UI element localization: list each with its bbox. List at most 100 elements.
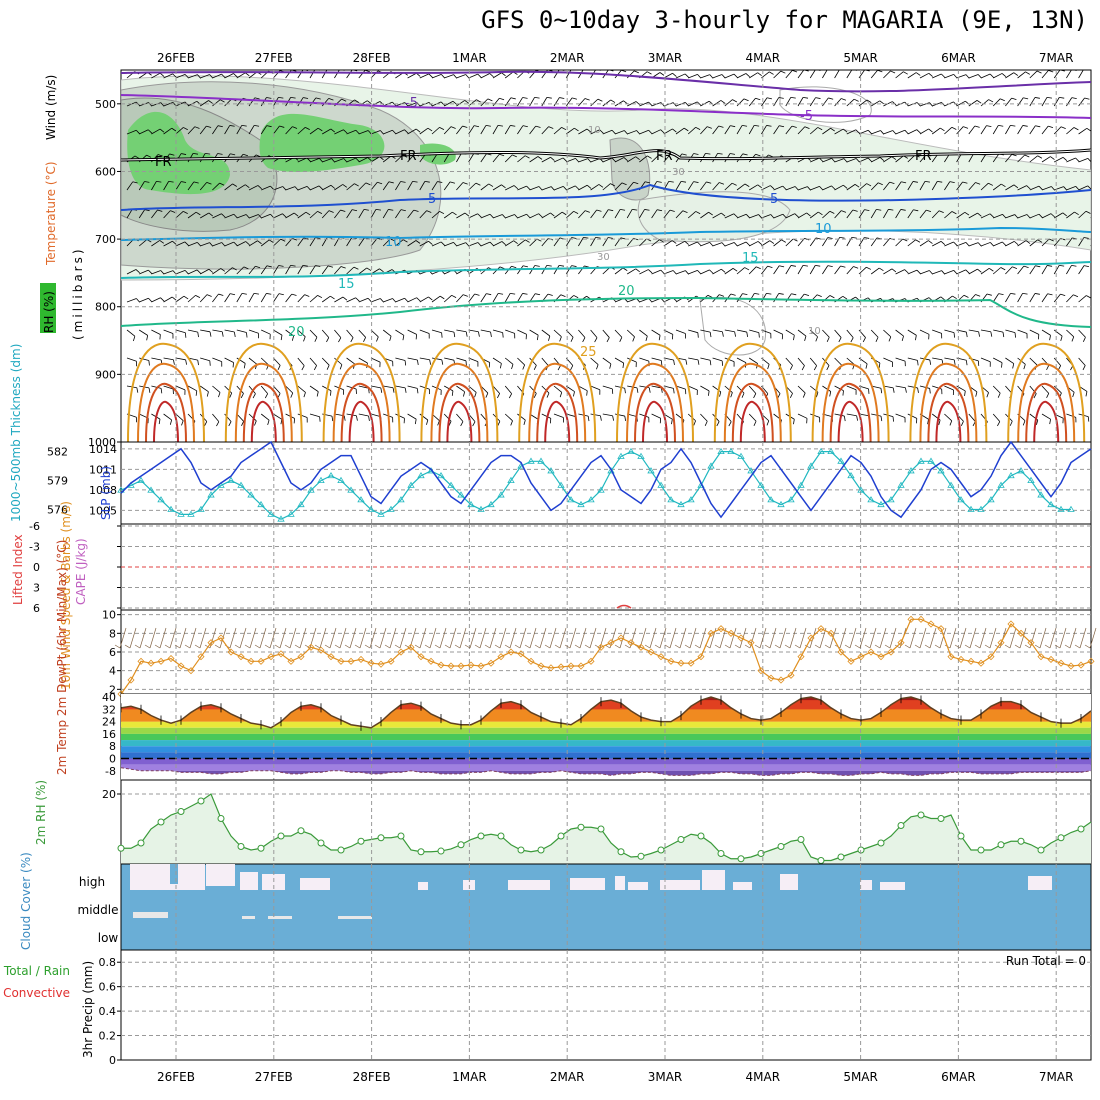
wind-barb <box>834 265 841 275</box>
wind-barb-flag <box>330 390 332 396</box>
wind-barb <box>1041 125 1049 135</box>
wind-barb <box>810 157 820 163</box>
wind-barb <box>1041 265 1048 275</box>
wind-barb-flag <box>867 157 872 162</box>
wind-barb <box>870 209 877 219</box>
wind-barb-flag <box>135 269 140 274</box>
thickness-tick-label: 582 <box>47 446 68 459</box>
wind-barb <box>748 125 755 135</box>
wind-barb <box>834 210 842 219</box>
wind-barb <box>1090 301 1091 303</box>
wind10m-barb-flag <box>594 644 601 649</box>
wind-barb-flag <box>938 210 944 214</box>
wind-barb-flag <box>716 421 720 427</box>
wind-barb-flag <box>254 125 260 127</box>
wind-barb-flag <box>804 293 810 296</box>
wind-barb <box>248 214 259 219</box>
wind-barb-flag <box>501 241 506 246</box>
wind-barb <box>321 265 329 275</box>
wind-barb-flag <box>1073 127 1079 131</box>
wind-barb-flag <box>721 74 726 79</box>
wind-barb-flag <box>803 70 809 72</box>
wind-barb-flag <box>571 237 577 239</box>
wind-barb-flag <box>864 237 870 239</box>
wind10m-barb <box>549 627 557 649</box>
thickness-point <box>997 481 1005 488</box>
wind10m-barb <box>1059 627 1067 649</box>
slp-tick-label: 1014 <box>89 443 117 456</box>
cloud-ylabel: Cloud Cover (%) <box>19 852 33 950</box>
wind-barb-flag <box>905 387 907 393</box>
wind-barb-flag <box>1062 157 1068 161</box>
wind10m-barb-flag <box>1014 644 1021 649</box>
wind-barb-flag <box>766 292 772 295</box>
wind-barb-flag <box>838 337 842 343</box>
wind-barb-flag <box>485 392 489 398</box>
wind-barb <box>870 70 878 79</box>
wind-barb <box>688 74 698 79</box>
wind-barb-flag <box>464 100 470 104</box>
wind-barb <box>212 385 221 393</box>
rh-point <box>597 825 605 833</box>
wind-barb <box>748 293 755 303</box>
wind-barb <box>846 158 857 163</box>
wind-barb-flag <box>685 359 688 365</box>
wind-barb-flag <box>453 242 458 247</box>
wind-barb-flag <box>879 100 884 105</box>
wind-barb <box>187 181 195 191</box>
wind-barb <box>773 265 780 275</box>
wind-barb <box>1029 70 1038 79</box>
wind-barb <box>712 182 720 191</box>
wind-barb-flag <box>508 393 512 399</box>
wind10m-barb-flag <box>614 644 621 649</box>
wind-barb-flag <box>352 209 358 212</box>
wind-barb-flag <box>586 128 592 133</box>
wind-barb-flag <box>1084 97 1090 100</box>
date-tick-label: 27FEB <box>255 1070 293 1084</box>
wind10m-barb <box>219 627 227 649</box>
wind-barb <box>895 181 902 191</box>
wind-barb-flag <box>658 154 664 158</box>
thickness-point <box>787 496 795 503</box>
wind-barb <box>724 268 734 275</box>
temp-band <box>121 721 1091 728</box>
wind-barb-flag <box>453 332 456 338</box>
wind-barb <box>602 413 613 417</box>
isotherm-minus5b <box>121 94 1091 119</box>
wind-barb <box>407 329 417 335</box>
wind-barb-flag <box>952 295 957 300</box>
wind-barb <box>529 156 539 163</box>
wind-barb <box>931 210 940 219</box>
wind-barb <box>248 329 259 334</box>
wind-barb <box>431 74 442 79</box>
wind10m-barb-flag <box>284 644 291 649</box>
wind-barb <box>578 184 588 191</box>
wind-barb-flag <box>1025 240 1031 244</box>
wind-barb <box>797 238 805 247</box>
wind-barb-flag <box>695 126 701 130</box>
wind-barb-flag <box>646 71 652 75</box>
wind10m-barb <box>669 627 677 649</box>
warm-contour <box>731 382 774 442</box>
cloud-high-gap <box>733 882 752 890</box>
wind-barb-flag <box>294 212 299 217</box>
wind-barb-flag <box>305 126 310 130</box>
thickness-point <box>937 467 945 474</box>
rh-point <box>937 815 945 822</box>
wind-barb <box>907 239 916 247</box>
wind-barb <box>602 157 613 163</box>
wind-barb-flag <box>741 392 745 398</box>
wind-speed-point <box>227 648 235 656</box>
wind10m-barb-flag <box>774 644 781 649</box>
wind-barb-flag <box>1083 237 1089 239</box>
wind-barb <box>578 210 586 219</box>
y-tick-label: 800 <box>95 301 116 314</box>
wind-barb <box>492 329 503 333</box>
wind10m-barb <box>839 627 847 649</box>
wind-barb <box>358 182 367 191</box>
wind-barb <box>151 128 161 135</box>
wind-barb <box>809 127 819 135</box>
wind-barb <box>382 209 389 219</box>
wind-barb-flag <box>977 74 982 79</box>
wind-barb-flag <box>441 359 444 365</box>
